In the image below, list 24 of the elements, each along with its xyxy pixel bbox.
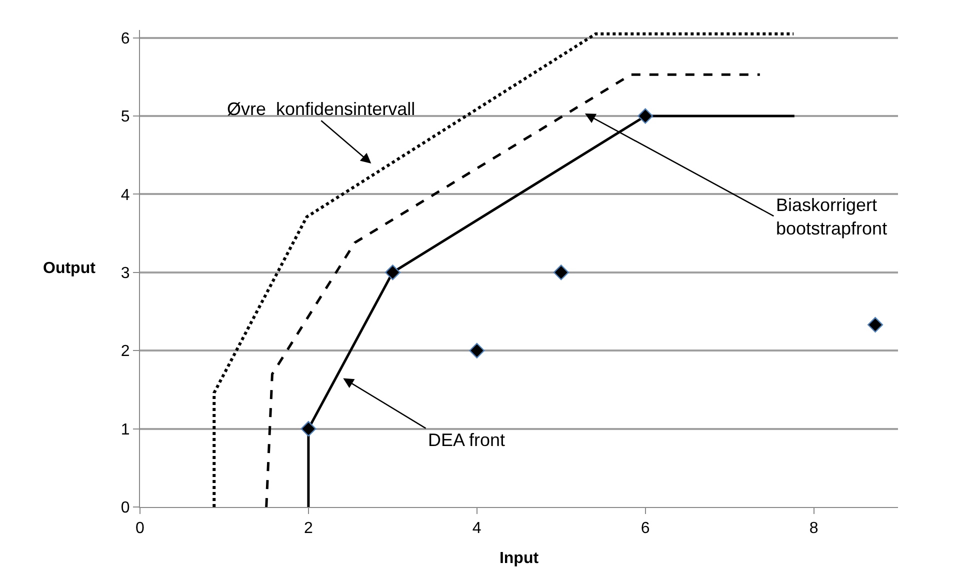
y-tick-label: 5 (120, 108, 130, 126)
point (868, 317, 884, 333)
point (469, 342, 485, 358)
x-tick-label: 6 (640, 520, 650, 538)
y-tick-label: 1 (120, 421, 130, 438)
y-tick-label: 4 (120, 186, 130, 204)
point (300, 421, 316, 437)
y-tick-label: 0 (120, 500, 130, 517)
x-tick-label: 2 (304, 520, 313, 538)
y-tick-label: 3 (120, 265, 130, 282)
point (638, 108, 654, 124)
x-axis-title: Input (499, 550, 540, 567)
point (384, 264, 400, 280)
y-tick-label: 6 (120, 30, 130, 48)
x-tick-label: 0 (136, 520, 145, 538)
annotation: Øvre konfidensintervall (227, 99, 416, 119)
y-axis-title: Output (43, 260, 96, 277)
x-tick-label: 4 (472, 520, 482, 538)
line-series (265, 73, 762, 507)
annotation: Biaskorrigert bootstrapfront (776, 195, 888, 238)
y-tick-label: 2 (120, 343, 130, 360)
x-tick-label: 8 (809, 520, 818, 538)
annotation: DEA front (428, 430, 506, 450)
point (553, 264, 569, 280)
